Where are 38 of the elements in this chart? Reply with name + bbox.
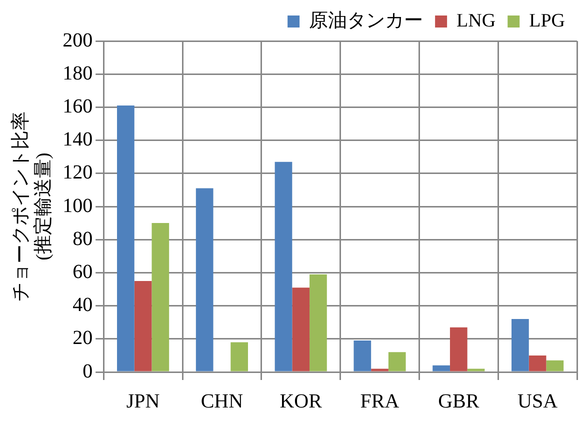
y-tick-label: 80 [72,228,93,250]
y-axis-title: チョークポイント比率 (推定輸送量) [9,112,54,302]
bar [467,368,485,372]
y-tick-label: 0 [82,360,93,382]
bar [152,223,170,372]
bar [432,365,450,372]
legend-label: LNG [456,10,496,32]
y-tick-label: 20 [72,327,93,350]
bar [512,319,529,372]
y-tick-label: 120 [62,162,93,184]
x-tick-label: GBR [438,390,480,412]
legend-label: 原油タンカー [309,10,424,32]
y-tick-label: 160 [62,95,93,118]
x-tick-label: FRA [360,390,400,412]
y-tick-label: 40 [72,294,93,316]
bar [310,274,327,372]
bar [388,352,406,372]
bar [117,106,134,372]
bar [196,188,214,372]
x-tick-label: KOR [280,390,323,412]
bar [354,340,372,372]
y-tick-label: 60 [72,260,93,283]
bar [546,360,564,372]
bar [450,327,468,372]
x-tick-label: USA [518,390,558,412]
x-tick-label: CHN [200,390,244,412]
bar [274,162,292,372]
x-tick-label: JPN [126,390,160,412]
legend-label: LPG [529,10,566,32]
bar [230,342,248,372]
y-tick-label: 200 [62,29,93,52]
y-tick-label: 180 [62,62,93,84]
bar [292,288,310,372]
bar [134,280,152,372]
bar [528,355,546,372]
y-tick-label: 140 [62,128,93,151]
bar [371,368,388,372]
y-tick-label: 100 [62,194,93,217]
